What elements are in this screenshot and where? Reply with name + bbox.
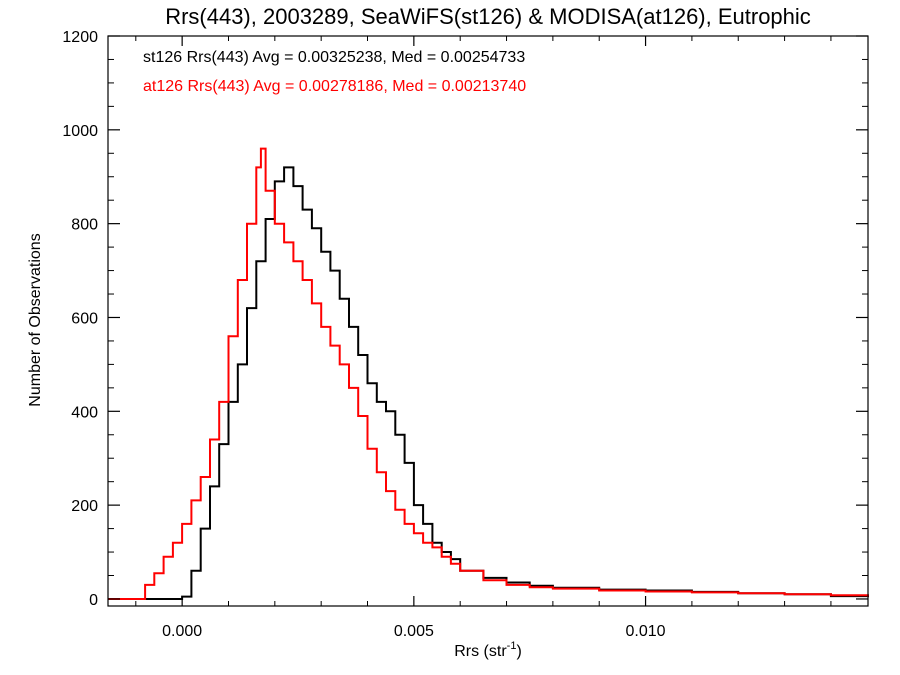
x-tick-label: 0.010 [626,623,666,640]
y-tick-label: 1200 [62,29,98,46]
series-line-0 [108,166,869,600]
axes-layer: 0.000 0.005 0.010 0 200 400 600 800 1000 1200 [62,29,868,640]
x-tick-label: 0.000 [162,623,202,640]
x-axis-label-main: Rrs (str [454,643,507,660]
y-tick-label: 800 [71,217,98,234]
plot-frame [107,35,869,607]
y-tick-label: 200 [71,498,98,515]
y-tick-label: 0 [89,592,98,609]
chart-title: Rrs(443), 2003289, SeaWiFS(st126) & MODI… [165,4,811,29]
series-layer [108,147,869,600]
annotation-at126: at126 Rrs(443) Avg = 0.00278186, Med = 0… [143,78,526,95]
y-tick-label: 600 [71,310,98,327]
y-tick-label: 1000 [62,123,98,140]
x-axis-label-close: ) [516,643,521,660]
x-axis-label-sup: -1 [507,640,517,652]
series-line-1 [108,147,869,600]
annotation-st126: st126 Rrs(443) Avg = 0.00325238, Med = 0… [143,49,525,66]
x-axis-label: Rrs (str-1) [454,640,522,660]
x-tick-label: 0.005 [394,623,434,640]
y-tick-label: 400 [71,404,98,421]
y-axis-label: Number of Observations [27,233,44,406]
